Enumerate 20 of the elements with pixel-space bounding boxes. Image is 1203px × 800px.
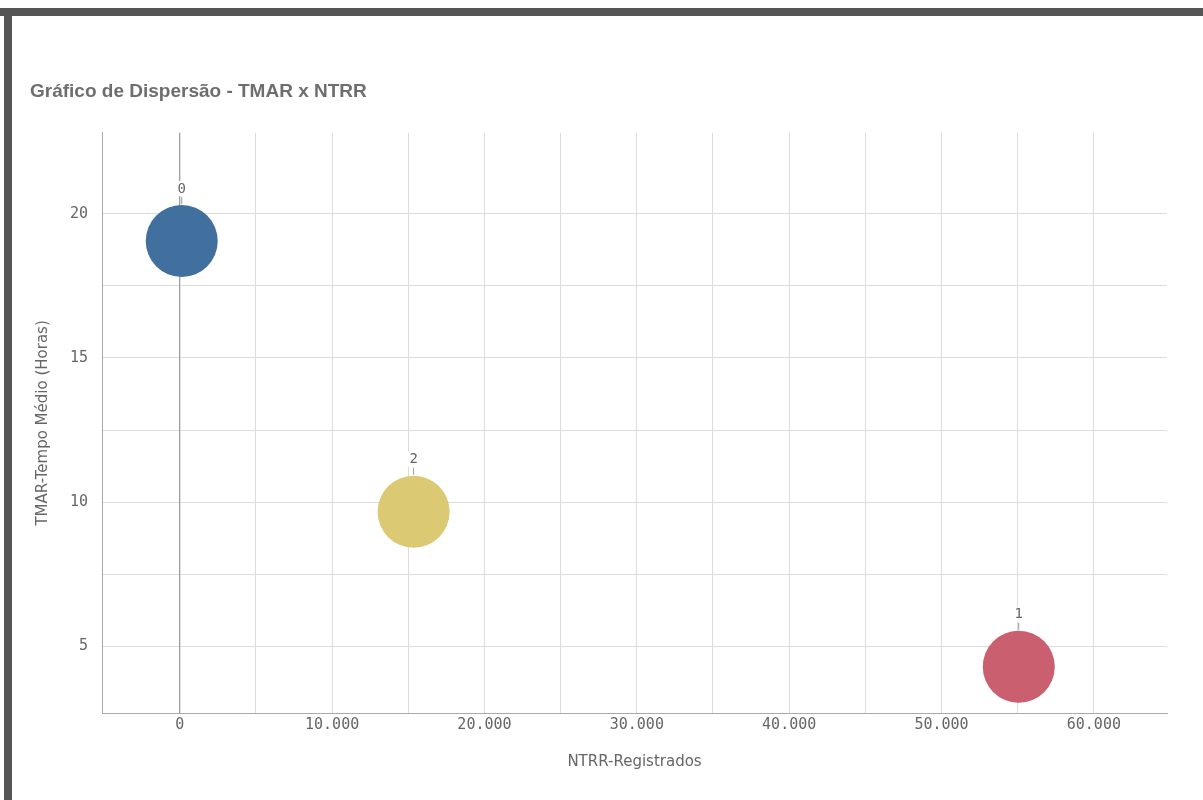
- x-tick-label: 10.000: [305, 714, 360, 733]
- x-axis-title: NTRR-Registrados: [567, 751, 702, 770]
- point: [145, 205, 218, 278]
- chart-title: Gráfico de Dispersão - TMAR x NTRR: [30, 79, 368, 101]
- x-tick-label: 20.000: [457, 714, 512, 733]
- y-tick-label: 5: [79, 636, 89, 655]
- series-label: 0: [177, 179, 186, 196]
- series-label: 1: [1014, 605, 1023, 622]
- y-tick-label: 20: [70, 203, 89, 222]
- y-tick-label: 10: [70, 492, 89, 511]
- y-tick-label: 15: [70, 347, 89, 366]
- x-tick-label: 0: [175, 714, 185, 733]
- point: [377, 475, 450, 548]
- series-label: 2: [409, 450, 418, 467]
- y-axis-title: TMAR-Tempo Médio (Horas): [32, 320, 51, 527]
- x-tick-label: 40.000: [762, 714, 817, 733]
- point: [982, 630, 1055, 703]
- x-tick-label: 50.000: [914, 714, 969, 733]
- x-tick-label: 30.000: [609, 714, 664, 733]
- x-tick-label: 60.000: [1066, 714, 1121, 733]
